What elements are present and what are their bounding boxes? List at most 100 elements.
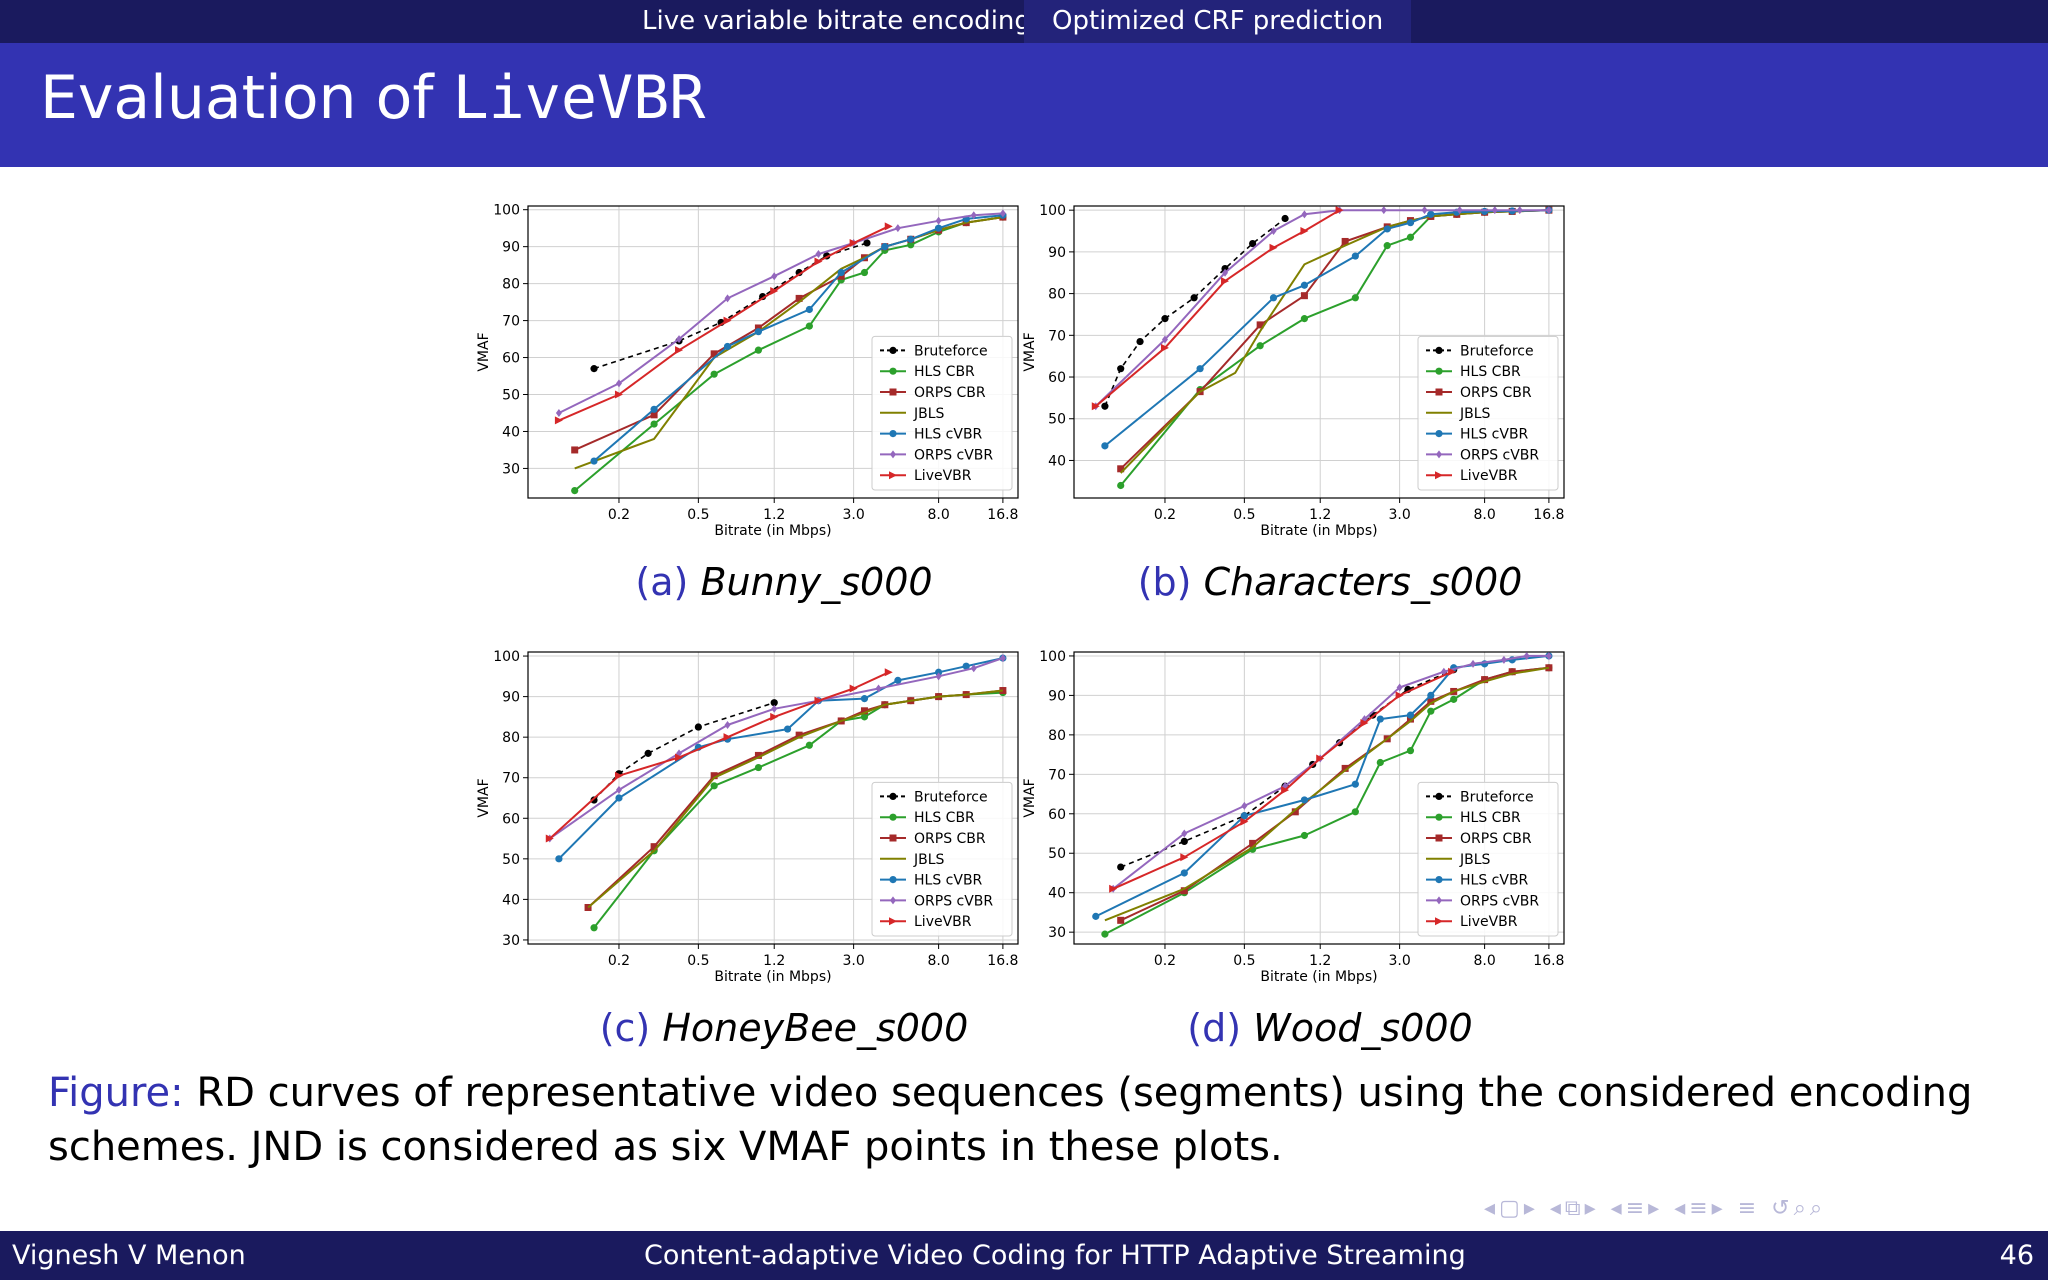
chart-3-point-livevbr-6 [1395, 691, 1404, 700]
chart-0-xtick-label-4: 8.0 [927, 507, 949, 523]
chart-3-legend-marker-hls-cvbr [1435, 876, 1443, 884]
chart-3-point-orps-cvbr-1 [1181, 829, 1188, 838]
chart-1-point-orps-cvbr-11 [1545, 206, 1552, 215]
chart-2-legend-box [871, 781, 1013, 937]
chart-2-point-orps-cvbr-2 [676, 749, 683, 758]
chart-0-ytick-label-60: 60 [502, 351, 520, 367]
chart-3-point-orps-cbr-0 [1117, 916, 1125, 924]
chart-1-line-bruteforce [1104, 217, 1286, 407]
chart-3-point-livevbr-7 [1448, 667, 1457, 676]
chart-1-point-livevbr-4 [1300, 227, 1309, 236]
chart-0-point-hls-cvbr-7 [907, 235, 915, 243]
chart-bunny: 30 40 50 60 70 80 90 100 0.2 0.5 1.2 3.0 8.0 16.8 Bitr… [476, 203, 1019, 538]
chart-2-xtick-label-2: 1.2 [763, 953, 785, 969]
chart-1-point-hls-cvbr-9 [1481, 207, 1489, 216]
chart-3-plot-frame [1073, 651, 1565, 945]
chart-1-point-hls-cbr-4 [1351, 294, 1359, 302]
chart-2-ytick-label-60: 60 [502, 811, 520, 827]
chart-1-ytick-label-70: 70 [1048, 328, 1066, 344]
chart-1-point-hls-cbr-0 [1117, 481, 1125, 490]
footer-author: Vignesh V Menon [12, 1240, 246, 1271]
chart-1-point-hls-cvbr-0 [1101, 442, 1109, 450]
figure-caption-text: RD curves of representative video sequen… [48, 1070, 1973, 1170]
chart-1-point-orps-cvbr-1 [1161, 335, 1168, 344]
subcaption-c-label: (c) [599, 1006, 651, 1050]
chart-0-point-hls-cbr-6 [860, 268, 869, 277]
chart-2-legend-marker-bruteforce [889, 792, 897, 800]
chart-3-ytick-label-30: 30 [1048, 925, 1066, 941]
chart-3-point-orps-cbr-10 [1508, 668, 1516, 676]
chart-0-legend-marker-orps-cvbr [890, 450, 896, 459]
chart-0-point-orps-cvbr-0 [555, 408, 562, 417]
chart-3-legend-marker-livevbr [1435, 917, 1443, 926]
chart-0-legend-label-hls-cvbr: HLS cVBR [914, 427, 983, 443]
chart-2-xtick-label-0: 0.2 [608, 953, 630, 969]
nav-search-icon[interactable]: ↺⌕⌕ [1771, 1196, 1827, 1221]
beamer-nav-controls[interactable]: ◂▢▸ ◂⧉▸ ◂≡▸ ◂≡▸ ≡ ↺⌕⌕ [1484, 1196, 1826, 1221]
chart-2-point-hls-cvbr-7 [894, 676, 902, 684]
chart-0-series-bruteforce [590, 239, 871, 373]
chart-0-legend-box [871, 335, 1013, 491]
chart-1-legend-label-bruteforce: Bruteforce [1460, 343, 1534, 359]
nav-section-icon[interactable]: ◂≡▸ [1674, 1196, 1727, 1221]
chart-1-point-hls-cbr-3 [1300, 315, 1309, 323]
nav-frame-icon[interactable]: ◂▢▸ [1484, 1196, 1539, 1221]
chart-3-x-axis-label: Bitrate (in Mbps) [1260, 969, 1377, 984]
chart-3-xtick-label-1: 0.5 [1233, 953, 1255, 969]
chart-2-x-axis-label: Bitrate (in Mbps) [714, 969, 831, 984]
chart-3-point-orps-cbr-9 [1481, 676, 1489, 684]
footer-talk-title: Content-adaptive Video Coding for HTTP A… [644, 1240, 1466, 1271]
nav-slide-icon[interactable]: ◂⧉▸ [1549, 1196, 1600, 1221]
chart-3-point-hls-cvbr-0 [1092, 912, 1100, 920]
subcaption-d: (d) Wood_s000 [1070, 1006, 1590, 1050]
chart-2-point-hls-cbr-6 [860, 713, 869, 721]
chart-0-point-livevbr-5 [814, 257, 823, 266]
chart-0-legend-marker-orps-cbr [889, 388, 897, 396]
chart-3-point-livevbr-4 [1316, 754, 1325, 763]
chart-0-point-bruteforce-0 [590, 365, 598, 373]
nav-subsection-icon[interactable]: ◂≡▸ [1610, 1196, 1664, 1221]
chart-2-point-livevbr-0 [545, 834, 554, 843]
chart-3-legend-box [1417, 781, 1559, 937]
chart-3-point-hls-cvbr-1 [1180, 869, 1188, 877]
chart-2-legend-marker-orps-cbr [889, 834, 897, 842]
chart-1-plot-frame [1073, 205, 1565, 499]
chart-2-xtick-label-5: 16.8 [987, 953, 1018, 969]
chart-1-point-orps-cvbr-7 [1421, 206, 1428, 215]
chart-2-point-hls-cbr-3 [754, 763, 763, 772]
chart-2-legend-label-hls-cbr: HLS CBR [914, 810, 975, 826]
chart-2-line-jbls [587, 689, 1004, 909]
chart-3-ytick-label-70: 70 [1048, 767, 1066, 783]
chart-1-xtick-label-5: 16.8 [1533, 507, 1564, 523]
chart-0-point-hls-cvbr-4 [805, 305, 813, 314]
chart-0-point-livevbr-6 [849, 238, 858, 247]
chart-2-point-livevbr-4 [770, 712, 779, 721]
chart-2-legend-label-bruteforce: Bruteforce [914, 789, 988, 805]
chart-1-point-bruteforce-3 [1161, 315, 1169, 323]
chart-1-line-orps-cvbr [1095, 209, 1549, 407]
chart-2-point-livevbr-6 [849, 684, 858, 693]
chart-0-point-orps-cbr-3 [754, 324, 762, 332]
subcaption-c-name: HoneyBee_s000 [662, 1006, 969, 1050]
nav-toc-icon[interactable]: ≡ [1737, 1196, 1761, 1221]
chart-1-point-livevbr-2 [1221, 277, 1230, 286]
chart-3-point-hls-cbr-7 [1427, 707, 1435, 715]
chart-3-point-hls-cbr-0 [1101, 930, 1109, 938]
chart-3-series-orps-cvbr [1110, 651, 1552, 893]
chart-0-series-orps-cvbr [555, 209, 1006, 417]
chart-0-line-hls-cbr [574, 216, 1004, 492]
chart-0-legend-marker-hls-cbr [889, 367, 897, 375]
chart-2-series-livevbr [545, 668, 893, 843]
chart-1-point-bruteforce-2 [1136, 337, 1144, 346]
section-tab-live-vbr[interactable]: Live variable bitrate encoding [642, 6, 1031, 36]
chart-0-point-hls-cvbr-6 [881, 243, 889, 251]
chart-0-legend-label-orps-cbr: ORPS CBR [914, 385, 986, 401]
chart-3-point-livevbr-2 [1240, 817, 1249, 826]
chart-1-xtick-label-4: 8.0 [1473, 507, 1495, 523]
chart-1-point-orps-cbr-2 [1256, 321, 1264, 329]
chart-0-point-hls-cbr-1 [650, 420, 658, 428]
chart-2-point-hls-cvbr-4 [783, 725, 792, 733]
chart-0-point-orps-cbr-4 [795, 294, 803, 302]
chart-2-point-hls-cvbr-9 [962, 662, 970, 670]
section-tab-crf-prediction[interactable]: Optimized CRF prediction [1024, 0, 1412, 43]
